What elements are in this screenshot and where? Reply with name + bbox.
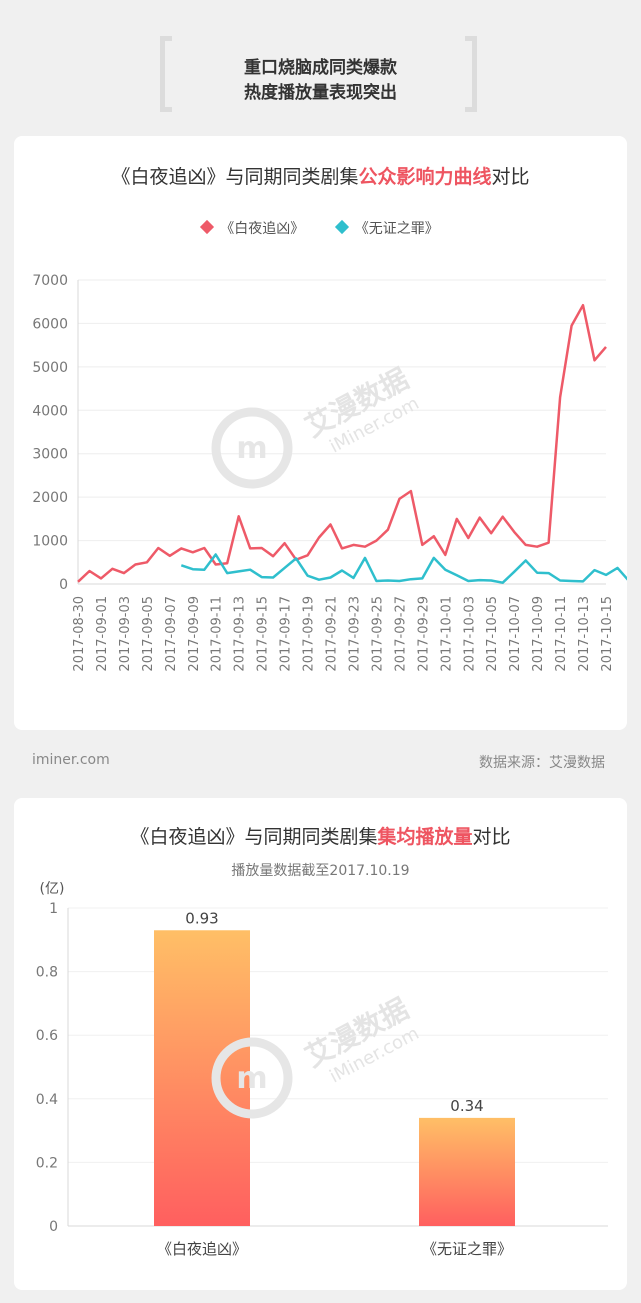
page-header: 重口烧脑成同类爆款 热度播放量表现突出	[0, 0, 641, 130]
x-tick-label: 2017-09-21	[325, 596, 340, 672]
watermark: m 艾漫数据 iMiner.com	[211, 992, 423, 1119]
x-tick-label: 2017-10-03	[462, 596, 477, 672]
y-axis-unit: (亿)	[40, 881, 65, 897]
bar-chart-subtitle: 播放量数据截至2017.10.19	[231, 863, 410, 879]
x-tick-label: 2017-09-13	[233, 596, 248, 672]
y-tick-label: 7000	[32, 273, 68, 289]
x-tick-label: 2017-10-15	[600, 596, 615, 672]
x-tick-label: 2017-09-15	[256, 596, 271, 672]
x-tick-label: 2017-09-25	[370, 596, 385, 672]
y-tick-label: 6000	[32, 316, 68, 332]
y-tick-label: 1000	[32, 534, 68, 550]
left-bracket-decoration	[160, 36, 172, 112]
line-chart-title-prefix: 《白夜追凶》与同期同类剧集	[111, 166, 359, 188]
bar-1	[154, 930, 250, 1226]
x-tick-label: 2017-09-17	[279, 596, 294, 672]
header-title-line2: 热度播放量表现突出	[244, 83, 397, 103]
legend-item-series2: 《无证之罪》	[334, 218, 439, 238]
bar-chart-title: 《白夜追凶》与同期同类剧集集均播放量对比	[14, 822, 627, 849]
line-chart-plot: 0 1000 2000 3000 4000 5000 6000 7000 2017-08-30 2…	[32, 273, 627, 672]
y-tick-label: 3000	[32, 447, 68, 463]
footer-source: 数据来源：艾漫数据	[479, 755, 605, 771]
legend-label-series2: 《无证之罪》	[354, 221, 439, 237]
x-tick-label: 2017-10-05	[485, 596, 500, 672]
x-tick-label: 2017-09-23	[347, 596, 362, 672]
line-chart-title-suffix: 对比	[491, 166, 530, 188]
series-line-2	[180, 553, 627, 584]
bar-chart-title-highlight: 集均播放量	[377, 826, 473, 848]
x-tick-label: 2017-10-09	[531, 596, 546, 672]
x-tick-label: 2017-09-09	[187, 596, 202, 672]
line-chart-title: 《白夜追凶》与同期同类剧集公众影响力曲线对比	[14, 162, 627, 189]
bar-chart-title-suffix: 对比	[472, 826, 511, 848]
x-tick-label: 2017-10-13	[577, 596, 592, 672]
x-category-label: 《无证之罪》	[422, 1240, 512, 1258]
y-tick-label: 0	[49, 1219, 58, 1235]
watermark-logo-letter: m	[236, 1061, 267, 1096]
legend-item-series1: 《白夜追凶》	[200, 218, 305, 238]
header-title-line1: 重口烧脑成同类爆款	[244, 58, 397, 78]
x-tick-label: 2017-09-05	[141, 596, 156, 672]
y-tick-label: 4000	[32, 403, 68, 419]
bar-chart-title-prefix: 《白夜追凶》与同期同类剧集	[130, 826, 378, 848]
x-tick-label: 2017-09-19	[302, 596, 317, 672]
watermark: m 艾漫数据 iMiner.com	[211, 362, 423, 489]
x-tick-label: 2017-09-29	[416, 596, 431, 672]
y-tick-label: 5000	[32, 360, 68, 376]
line-chart-legend: 《白夜追凶》 《无证之罪》	[14, 218, 627, 238]
x-tick-label: 2017-10-01	[439, 596, 454, 672]
watermark-logo-icon	[211, 407, 293, 489]
line-chart-title-highlight: 公众影响力曲线	[358, 166, 492, 188]
x-tick-label: 2017-10-11	[554, 596, 569, 672]
footer-site: iminer.com	[32, 752, 110, 768]
series-line-1	[77, 303, 607, 583]
x-category-label: 《白夜追凶》	[157, 1240, 247, 1258]
x-tick-label: 2017-09-03	[118, 596, 133, 672]
right-bracket-decoration	[465, 36, 477, 112]
x-tick-label: 2017-09-27	[393, 596, 408, 672]
y-tick-label: 2000	[32, 490, 68, 506]
watermark-logo-icon	[211, 1037, 293, 1119]
x-tick-label: 2017-09-11	[210, 596, 225, 672]
watermark-logo-letter: m	[236, 431, 267, 466]
y-tick-label: 0	[59, 577, 68, 593]
x-tick-label: 2017-08-30	[72, 596, 87, 672]
x-tick-label: 2017-09-07	[164, 596, 179, 672]
y-tick-label: 0.4	[36, 1092, 58, 1108]
y-tick-label: 0.8	[36, 965, 58, 981]
y-tick-label: 0.2	[36, 1155, 58, 1171]
x-tick-label: 2017-10-07	[508, 596, 523, 672]
y-tick-label: 1	[49, 901, 58, 917]
x-tick-label: 2017-09-01	[95, 596, 110, 672]
bar-value-label: 0.34	[450, 1097, 483, 1115]
bar-chart-card: 《白夜追凶》与同期同类剧集集均播放量对比 播放量数据截至2017.10.19 (…	[14, 798, 627, 1290]
legend-label-series1: 《白夜追凶》	[220, 221, 305, 237]
bar-chart-plot: (亿) 0 0.2 0.4 0.6 0.8 1 0.93 《白夜追凶》 0.34 《无证之罪》	[36, 881, 608, 1258]
y-tick-label: 0.6	[36, 1028, 58, 1044]
bar-value-label: 0.93	[185, 909, 218, 927]
bar-2	[419, 1117, 515, 1226]
line-chart-card: 《白夜追凶》与同期同类剧集公众影响力曲线对比 《白夜追凶》 《无证之罪》 0 10…	[14, 136, 627, 730]
